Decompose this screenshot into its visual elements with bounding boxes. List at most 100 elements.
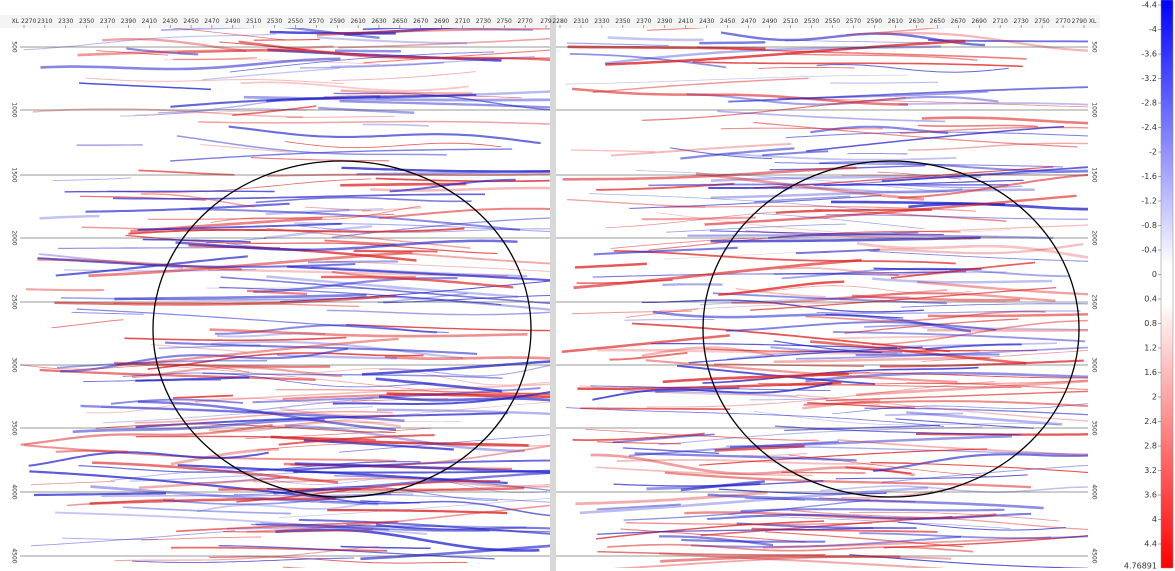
seismic-event bbox=[663, 284, 723, 285]
x-axis-label: 2410 bbox=[678, 18, 693, 25]
x-axis-label: 2530 bbox=[267, 18, 282, 25]
colorbar-tick-label: -0.4 bbox=[1141, 246, 1157, 255]
y-axis-label: 3500 bbox=[11, 420, 18, 435]
x-axis-label: 2550 bbox=[288, 18, 303, 25]
x-axis-label: 2590 bbox=[867, 18, 882, 25]
seismic-event bbox=[648, 184, 1008, 185]
colorbar-tick-label: 0.8 bbox=[1144, 319, 1157, 328]
x-axis-label: 2670 bbox=[951, 18, 966, 25]
y-axis-label: 1500 bbox=[11, 167, 18, 182]
x-axis-label: 2770 bbox=[517, 18, 532, 25]
y-axis-label: 1500 bbox=[1091, 167, 1098, 182]
colorbar-tick-label: 2.8 bbox=[1144, 442, 1157, 451]
x-axis-label: 2750 bbox=[1034, 18, 1049, 25]
colorbar-end-label: 4.76891 bbox=[1124, 562, 1157, 571]
y-axis-label: 500 bbox=[1091, 41, 1098, 53]
seismic-event bbox=[254, 40, 320, 41]
colorbar-tick-label: -0.8 bbox=[1141, 221, 1157, 230]
splitter[interactable] bbox=[550, 15, 556, 571]
x-axis-label: XL 2270 bbox=[12, 18, 37, 25]
colorbar-tick-label: 3.2 bbox=[1144, 466, 1157, 475]
colorbar bbox=[1161, 0, 1173, 568]
colorbar-tick-label: 0 bbox=[1152, 270, 1157, 279]
x-axis-label: 2430 bbox=[699, 18, 714, 25]
x-axis-label: 2410 bbox=[142, 18, 157, 25]
x-axis-label: 2310 bbox=[573, 18, 588, 25]
y-axis-label: 2000 bbox=[11, 230, 18, 245]
x-axis-label: 2650 bbox=[930, 18, 945, 25]
x-axis-label: 2550 bbox=[825, 18, 840, 25]
x-axis-label: 2590 bbox=[330, 18, 345, 25]
y-axis-label: 2000 bbox=[1091, 230, 1098, 245]
x-axis-label: 2630 bbox=[371, 18, 386, 25]
x-axis-label: 2330 bbox=[594, 18, 609, 25]
seismic-event bbox=[918, 126, 1038, 127]
colorbar-tick-label: 4 bbox=[1152, 515, 1157, 524]
colorbar-tick-label: 1.2 bbox=[1144, 344, 1157, 353]
x-axis-label: 2790 XL bbox=[1072, 18, 1097, 25]
x-axis-label: 2310 bbox=[37, 18, 52, 25]
x-axis-label: 2530 bbox=[804, 18, 819, 25]
x-axis-label: 2730 bbox=[1013, 18, 1028, 25]
x-axis-label: 2670 bbox=[413, 18, 428, 25]
x-axis-label: 2280 bbox=[552, 18, 567, 25]
x-axis-label: 2370 bbox=[100, 18, 115, 25]
colorbar-tick-label: 0.4 bbox=[1144, 295, 1157, 304]
seismic-event bbox=[56, 451, 128, 452]
seismic-event bbox=[699, 42, 765, 43]
x-axis-label: 2390 bbox=[657, 18, 672, 25]
x-axis-label: 2430 bbox=[163, 18, 178, 25]
colorbar-tick-label: 2 bbox=[1152, 393, 1157, 402]
y-axis-label: 3500 bbox=[1091, 420, 1098, 435]
x-axis-label: 2470 bbox=[741, 18, 756, 25]
x-axis-label: 2610 bbox=[888, 18, 903, 25]
colorbar-tick-label: 1.6 bbox=[1144, 368, 1157, 377]
y-axis-label: 500 bbox=[11, 41, 18, 53]
x-axis-label: 2610 bbox=[350, 18, 365, 25]
y-axis-label: 4500 bbox=[11, 548, 18, 563]
colorbar-tick-label: 2.4 bbox=[1144, 417, 1157, 426]
colorbar-tick-label: -4 bbox=[1149, 25, 1157, 34]
y-axis-label: 1000 bbox=[11, 102, 18, 117]
x-axis-label: 2710 bbox=[993, 18, 1008, 25]
x-axis-label: 2750 bbox=[497, 18, 512, 25]
colorbar-tick-label: 4.4 bbox=[1144, 540, 1157, 549]
colorbar-tick-label: 3.6 bbox=[1144, 491, 1157, 500]
colorbar-tick-label: -2.8 bbox=[1141, 99, 1157, 108]
y-axis-label: 4500 bbox=[1091, 548, 1098, 563]
seismic-event bbox=[580, 408, 730, 409]
x-axis-label: 2490 bbox=[225, 18, 240, 25]
x-axis-label: 2650 bbox=[392, 18, 407, 25]
colorbar-tick-label: -1.6 bbox=[1141, 172, 1157, 181]
seismic-event bbox=[335, 51, 401, 52]
x-axis-label: 279 bbox=[540, 18, 552, 25]
y-axis-label: 2500 bbox=[11, 294, 18, 309]
seismic-event bbox=[856, 355, 1000, 356]
x-axis-label: 2350 bbox=[79, 18, 94, 25]
y-axis-label: 2500 bbox=[1091, 294, 1098, 309]
x-axis-label: 2730 bbox=[476, 18, 491, 25]
x-axis-label: 2690 bbox=[434, 18, 449, 25]
x-axis-label: 2350 bbox=[615, 18, 630, 25]
x-axis-label: 2690 bbox=[972, 18, 987, 25]
colorbar-tick-label: -3.2 bbox=[1141, 74, 1157, 83]
y-axis-label: 4000 bbox=[1091, 484, 1098, 499]
y-axis-label: 3000 bbox=[11, 357, 18, 372]
x-axis-label: 2630 bbox=[909, 18, 924, 25]
colorbar-tick-label: -1.2 bbox=[1141, 197, 1157, 206]
y-axis-label: 4000 bbox=[11, 484, 18, 499]
colorbar-tick-label: -2.4 bbox=[1141, 123, 1157, 132]
x-axis-label: 2570 bbox=[846, 18, 861, 25]
y-axis-label: 3000 bbox=[1091, 357, 1098, 372]
x-axis-label: 2510 bbox=[246, 18, 261, 25]
colorbar-tick-label: -2 bbox=[1149, 148, 1157, 157]
x-axis-label: 2770 bbox=[1055, 18, 1070, 25]
x-axis-label: 2470 bbox=[204, 18, 219, 25]
x-axis-label: 2390 bbox=[121, 18, 136, 25]
colorbar-tick-label: -4.4 bbox=[1141, 1, 1157, 10]
seismic-event bbox=[354, 251, 438, 252]
x-axis-label: 2450 bbox=[183, 18, 198, 25]
x-axis-label: 2490 bbox=[762, 18, 777, 25]
colorbar-tick-label: -3.6 bbox=[1141, 50, 1157, 59]
y-axis-label: 1000 bbox=[1091, 102, 1098, 117]
